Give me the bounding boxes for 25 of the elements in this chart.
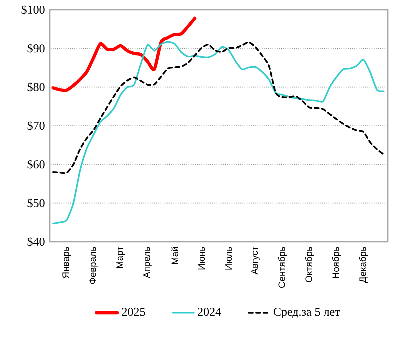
x-tick-label: Июнь <box>198 247 206 270</box>
y-tick-label: $40 <box>28 237 45 247</box>
x-tick-label: Октябрь <box>305 247 314 282</box>
legend-label: 2025 <box>122 308 146 316</box>
line-series <box>52 16 197 92</box>
line-series <box>52 41 385 225</box>
y-tick-label: $60 <box>28 160 45 170</box>
x-tick-label: Декабрь <box>359 247 368 284</box>
legend-label: 2024 <box>198 308 222 316</box>
x-tick-label: Сентябрь <box>278 247 288 288</box>
y-tick-label: $90 <box>28 44 45 54</box>
x-tick-label: Июль <box>226 247 232 270</box>
x-tick-label: Ноябрь <box>332 247 342 278</box>
x-tick-label: Январь <box>62 247 72 278</box>
y-tick-label: $80 <box>28 82 45 92</box>
x-tick-label: Март <box>116 246 126 268</box>
y-tick-label: $100 <box>22 5 45 15</box>
x-tick-label: Апрель <box>144 247 152 278</box>
x-tick-label: Август <box>252 246 260 275</box>
y-tick-label: $70 <box>28 121 45 131</box>
x-tick-label: Февраль <box>90 247 98 284</box>
legend-label: Сред.за 5 лет <box>274 308 340 318</box>
x-tick-label: Май <box>171 247 178 264</box>
y-tick-label: $50 <box>28 198 45 208</box>
line-series <box>52 42 385 174</box>
